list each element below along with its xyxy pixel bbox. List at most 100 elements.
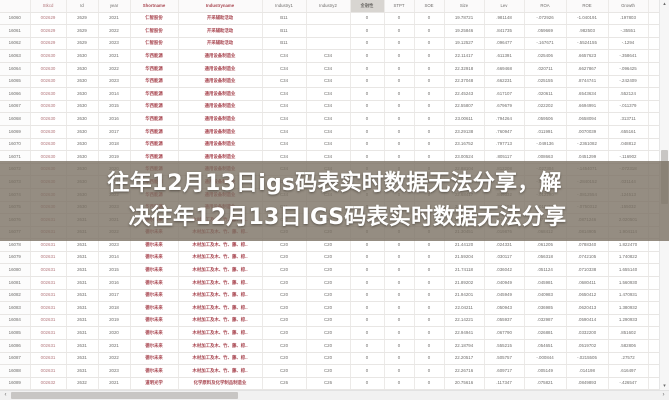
cell-shortname[interactable]: 德尔未来 <box>130 238 179 252</box>
cell-stpt[interactable]: 0 <box>384 326 415 341</box>
cell-roe[interactable]: -.2361082 <box>566 138 609 152</box>
cell-lev[interactable]: .609717 <box>484 364 525 378</box>
cell-stkcd[interactable]: 002631 <box>30 364 67 378</box>
cell-growth[interactable]: -.1294 <box>608 37 649 51</box>
cell-stkcd[interactable]: 002631 <box>30 301 67 315</box>
cell-jinrong[interactable]: 0 <box>350 100 385 114</box>
cell-industry1[interactable]: B11 <box>262 24 307 38</box>
cell-roa[interactable]: .025406 <box>524 49 567 63</box>
table-row[interactable]: 16084 002631 2631 2019 德尔未来 木材加工及木、竹、藤、棕.. C20… <box>0 314 669 328</box>
cell-soe[interactable]: 0 <box>414 75 445 89</box>
cell-lev[interactable]: .024331 <box>484 238 525 252</box>
cell-roe[interactable]: -1.040191 <box>566 12 609 26</box>
cell-year[interactable]: 2023 <box>98 75 131 89</box>
column-header-jinrong[interactable]: 金融性 <box>350 0 385 13</box>
table-row[interactable]: 16062 002629 2629 2023 仁智股份 开采辅助活动 B11 0 0 0 19.12… <box>0 37 669 51</box>
cell-lev[interactable]: .030117 <box>484 251 525 265</box>
cell-jinrong[interactable]: 0 <box>350 301 385 315</box>
cell-year[interactable]: 2021 <box>98 339 131 353</box>
cell-industry2[interactable] <box>306 24 351 38</box>
cell-industry2[interactable]: C20 <box>306 263 351 278</box>
column-header-industry[interactable]: Industryname <box>178 0 263 13</box>
cell-year[interactable]: 2022 <box>98 24 131 38</box>
cell-roe[interactable]: .0519702 <box>566 339 609 353</box>
cell-growth[interactable]: .313711 <box>608 112 649 126</box>
cell-industry2[interactable]: C34 <box>306 75 351 89</box>
cell-roa[interactable]: .056318 <box>524 251 567 265</box>
cell-industry2[interactable]: C20 <box>306 251 351 265</box>
table-row[interactable]: 16071 002630 2630 2019 华西能源 通用设备制造业 C34 C34 0 0 0 2… <box>0 150 669 164</box>
cell-jinrong[interactable]: 0 <box>350 87 385 101</box>
cell-shortname[interactable]: 华西能源 <box>130 75 179 89</box>
cell-growth[interactable]: .27572 <box>608 352 649 366</box>
cell-jinrong[interactable]: 0 <box>350 276 385 290</box>
cell-growth[interactable]: 1.470931 <box>608 289 649 303</box>
table-row[interactable]: 16079 002631 2631 2014 德尔未来 木材加工及木、竹、藤、棕.. C20… <box>0 251 669 265</box>
cell-jinrong[interactable]: 0 <box>350 24 385 38</box>
cell-size[interactable]: 22.04211 <box>444 301 485 315</box>
cell-soe[interactable]: 0 <box>414 251 445 265</box>
cell-growth[interactable]: .851602 <box>608 326 649 341</box>
cell-industry[interactable]: 通用设备制造业 <box>178 49 263 63</box>
cell-shortname[interactable]: 德尔未来 <box>130 276 179 290</box>
cell-industry2[interactable]: C26 <box>306 377 351 391</box>
cell-index[interactable]: 16063 <box>0 49 31 63</box>
cell-roe[interactable]: .0620413 <box>566 301 609 315</box>
table-row[interactable]: 16088 002631 2631 2023 德尔未来 木材加工及木、竹、藤、棕.. C20… <box>0 364 669 378</box>
cell-lev[interactable]: .096477 <box>484 37 525 51</box>
cell-year[interactable]: 2023 <box>98 238 131 252</box>
cell-stkcd[interactable]: 002630 <box>30 100 67 114</box>
cell-industry1[interactable]: C34 <box>262 87 307 101</box>
cell-index[interactable]: 16061 <box>0 24 31 38</box>
cell-growth[interactable]: 1.740822 <box>608 251 649 265</box>
cell-industry2[interactable]: C34 <box>306 125 351 139</box>
cell-industry2[interactable]: C20 <box>306 276 351 290</box>
cell-industry2[interactable]: C20 <box>306 314 351 328</box>
cell-stpt[interactable]: 0 <box>384 352 415 366</box>
cell-industry[interactable]: 通用设备制造业 <box>178 112 263 126</box>
cell-shortname[interactable]: 华西能源 <box>130 87 179 101</box>
scroll-up-arrow-icon[interactable]: ▴ <box>663 1 666 7</box>
horizontal-scrollbar[interactable]: ‹ › <box>0 390 669 400</box>
cell-id[interactable]: 2630 <box>66 138 99 152</box>
cell-industry[interactable]: 开采辅助活动 <box>178 37 263 51</box>
cell-roa[interactable]: .032987 <box>524 314 567 328</box>
cell-size[interactable]: 22.18794 <box>444 339 485 353</box>
cell-lev[interactable]: .055937 <box>484 314 525 328</box>
cell-jinrong[interactable]: 0 <box>350 289 385 303</box>
cell-year[interactable]: 2021 <box>98 12 131 26</box>
cell-soe[interactable]: 0 <box>414 112 445 126</box>
cell-industry2[interactable]: C20 <box>306 364 351 378</box>
cell-size[interactable]: 21.44120 <box>444 238 485 252</box>
cell-industry[interactable]: 通用设备制造业 <box>178 87 263 101</box>
cell-industry[interactable]: 木材加工及木、竹、藤、棕.. <box>178 314 263 328</box>
cell-stpt[interactable]: 0 <box>384 263 415 278</box>
cell-roa[interactable]: .025155 <box>524 75 567 89</box>
cell-jinrong[interactable]: 0 <box>350 238 385 252</box>
table-row[interactable]: 16081 002631 2631 2016 德尔未来 木材加工及木、竹、藤、棕.. C20… <box>0 276 669 290</box>
cell-jinrong[interactable]: 0 <box>350 263 385 278</box>
cell-index[interactable]: 16081 <box>0 276 31 290</box>
cell-roe[interactable]: .0590414 <box>566 314 609 328</box>
cell-stkcd[interactable]: 002630 <box>30 112 67 126</box>
cell-index[interactable]: 16071 <box>0 150 31 164</box>
cell-soe[interactable]: 0 <box>414 138 445 152</box>
cell-year[interactable]: 2018 <box>98 138 131 152</box>
cell-shortname[interactable]: 华西能源 <box>130 100 179 114</box>
cell-index[interactable]: 16079 <box>0 251 31 265</box>
cell-soe[interactable]: 0 <box>414 87 445 101</box>
cell-industry2[interactable]: C34 <box>306 87 351 101</box>
cell-year[interactable]: 2022 <box>98 352 131 366</box>
table-row[interactable]: 16061 002629 2629 2022 仁智股份 开采辅助活动 B11 0 0 0 19.25… <box>0 24 669 38</box>
cell-growth[interactable]: -.35551 <box>608 24 649 38</box>
cell-size[interactable]: 22.20517 <box>444 352 485 366</box>
cell-growth[interactable]: 1.822470 <box>608 238 649 252</box>
cell-industry[interactable]: 木材加工及木、竹、藤、棕.. <box>178 301 263 315</box>
cell-shortname[interactable]: 德尔未来 <box>130 314 179 328</box>
cell-year[interactable]: 2016 <box>98 276 131 290</box>
cell-roa[interactable]: .005149 <box>524 364 567 378</box>
cell-id[interactable]: 2630 <box>66 112 99 126</box>
cell-year[interactable]: 2017 <box>98 125 131 139</box>
cell-growth[interactable]: 1.560930 <box>608 276 649 290</box>
cell-stkcd[interactable]: 002631 <box>30 326 67 341</box>
